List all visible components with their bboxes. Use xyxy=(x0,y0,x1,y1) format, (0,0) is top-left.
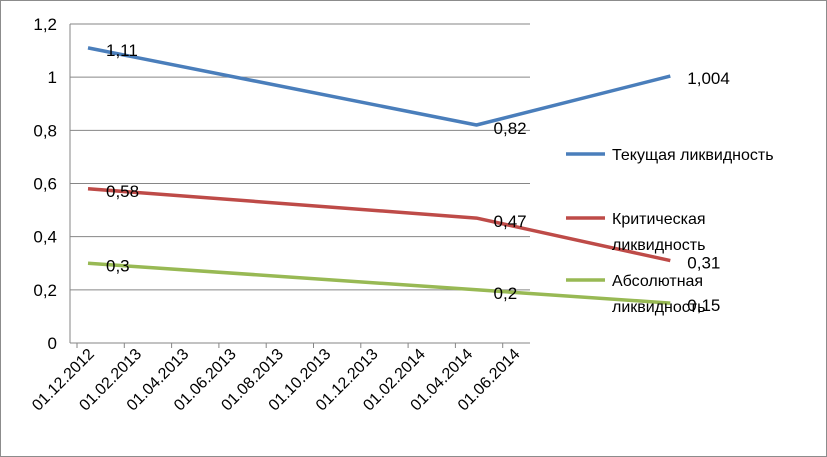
y-tick-label: 0,2 xyxy=(33,281,57,300)
series-line xyxy=(87,187,671,263)
x-tick-labels: 01.12.201201.02.201301.04.201301.06.2013… xyxy=(29,346,523,415)
data-label: 0,2 xyxy=(494,284,518,303)
series-lines xyxy=(87,46,671,305)
series-line xyxy=(87,261,671,305)
legend-label: ликвидность xyxy=(612,237,705,254)
y-tick-label: 1 xyxy=(48,68,57,87)
y-tick-label: 0,6 xyxy=(33,175,57,194)
data-label: 0,3 xyxy=(106,256,130,275)
data-label: 0,15 xyxy=(687,296,720,315)
y-tick-label: 0,8 xyxy=(33,121,57,140)
axes xyxy=(69,24,530,348)
y-tick-label: 0,4 xyxy=(33,228,57,247)
data-label: 0,31 xyxy=(687,254,720,273)
legend-label: Абсолютная xyxy=(612,273,703,290)
y-tick-labels: 0 0,2 0,4 0,6 0,8 1 1,2 xyxy=(33,15,57,353)
legend-label: Критическая xyxy=(612,211,706,228)
data-label: 1,004 xyxy=(687,69,730,88)
data-label: 0,58 xyxy=(106,182,139,201)
series-line xyxy=(87,46,671,127)
data-label: 0,82 xyxy=(494,119,527,138)
legend-label: Текущая ликвидность xyxy=(612,147,774,164)
grid-lines xyxy=(70,23,530,291)
legend: Текущая ликвидность Критическая ликвидност… xyxy=(566,147,774,316)
data-label: 1,11 xyxy=(106,41,138,60)
data-label: 0,47 xyxy=(494,212,527,231)
legend-label: ликвидность xyxy=(612,299,705,316)
y-tick-label: 1,2 xyxy=(33,15,57,34)
y-tick-label: 0 xyxy=(48,334,57,353)
data-labels: 1,11 0,82 1,004 0,58 0,47 0,31 0,3 0,2 0,15 xyxy=(106,41,730,315)
